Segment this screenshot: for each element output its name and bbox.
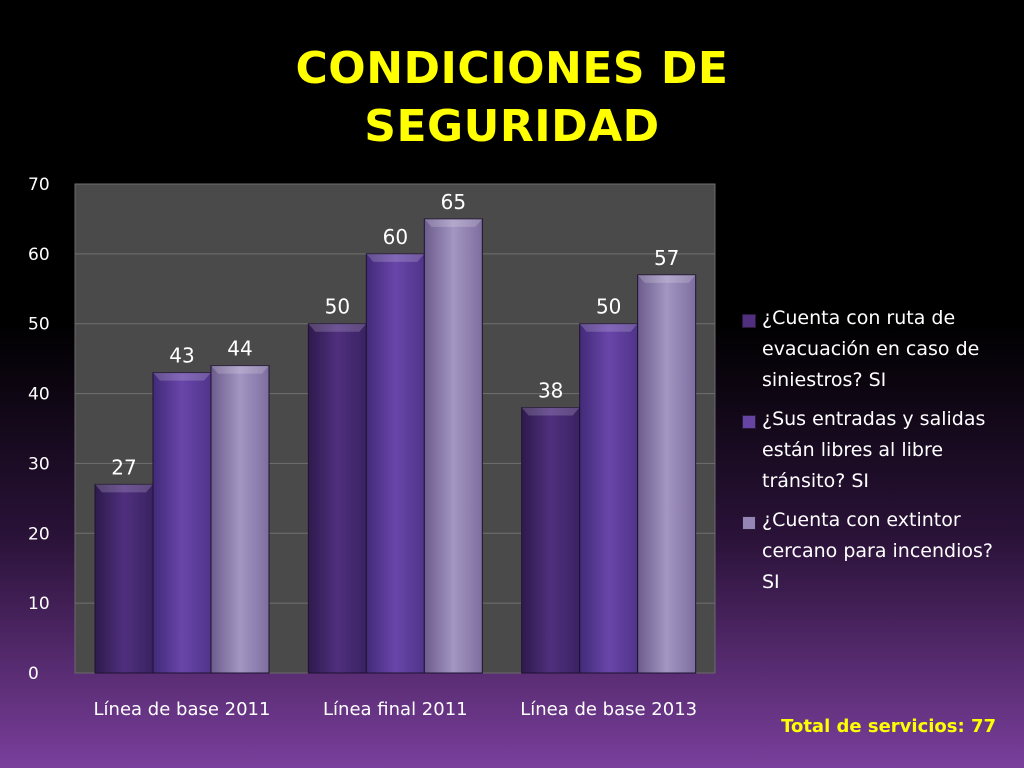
bar [423, 218, 483, 674]
bar-bevel [579, 323, 638, 332]
bar-value-label: 27 [111, 455, 136, 479]
legend-swatch-series-1 [742, 314, 756, 328]
y-tick-label: 50 [28, 315, 50, 335]
bar-value-label: 65 [441, 190, 466, 214]
legend-swatch-series-2 [742, 415, 756, 429]
y-tick-label: 70 [28, 175, 50, 195]
bar [94, 483, 154, 674]
total-services-note: Total de servicios: 77 [781, 716, 996, 737]
y-tick-label: 10 [28, 594, 50, 614]
bar-value-label: 43 [169, 344, 194, 368]
bar [637, 274, 697, 674]
bar-bevel [153, 372, 211, 381]
legend-label-series-3: ¿Cuenta con extintor cercano para incend… [762, 509, 993, 593]
y-tick-label: 60 [28, 245, 50, 265]
bar-value-label: 38 [538, 379, 563, 403]
bar-value-label: 57 [654, 246, 679, 270]
bar [210, 365, 270, 674]
bar [307, 323, 367, 674]
legend-item-series-2: ¿Sus entradas y salidas están libres al … [742, 404, 1002, 497]
legend-item-series-1: ¿Cuenta con ruta de evacuación en caso d… [742, 303, 1002, 396]
y-tick-label: 40 [28, 385, 50, 405]
y-tick-label: 0 [28, 664, 39, 684]
bar [521, 407, 581, 674]
bar-bevel [95, 484, 153, 493]
bar [579, 323, 639, 674]
legend-item-series-3: ¿Cuenta con extintor cercano para incend… [742, 505, 1002, 598]
x-category-label: Línea de base 2011 [94, 699, 271, 720]
bar [152, 372, 212, 674]
bar-bevel [521, 407, 580, 416]
y-tick-label: 30 [28, 454, 50, 474]
bar-bevel [424, 218, 483, 227]
bar-value-label: 60 [383, 225, 408, 249]
bar-bevel [637, 274, 696, 283]
x-category-label: Línea final 2011 [323, 699, 468, 720]
slide-title-line-2: SEGURIDAD [364, 101, 660, 152]
bar [365, 253, 425, 674]
bar-bevel [308, 323, 367, 332]
y-tick-label: 20 [28, 524, 50, 544]
legend-label-series-2: ¿Sus entradas y salidas están libres al … [762, 408, 986, 492]
x-category-label: Línea de base 2013 [520, 699, 697, 720]
bar-bevel [211, 365, 269, 374]
slide-title-line-1: CONDICIONES DE [295, 43, 729, 94]
bar-value-label: 50 [596, 295, 621, 319]
bar-bevel [366, 253, 425, 262]
legend-swatch-series-3 [742, 516, 756, 530]
bar-value-label: 44 [227, 337, 252, 361]
legend-label-series-1: ¿Cuenta con ruta de evacuación en caso d… [762, 307, 980, 391]
chart-legend: ¿Cuenta con ruta de evacuación en caso d… [742, 303, 1002, 606]
slide-title: CONDICIONES DE SEGURIDAD [0, 40, 1024, 156]
bar-chart: 0 10 20 30 40 50 60 70 27 43 44 Línea de base 2011 5… [28, 175, 716, 720]
bar-value-label: 50 [325, 295, 350, 319]
